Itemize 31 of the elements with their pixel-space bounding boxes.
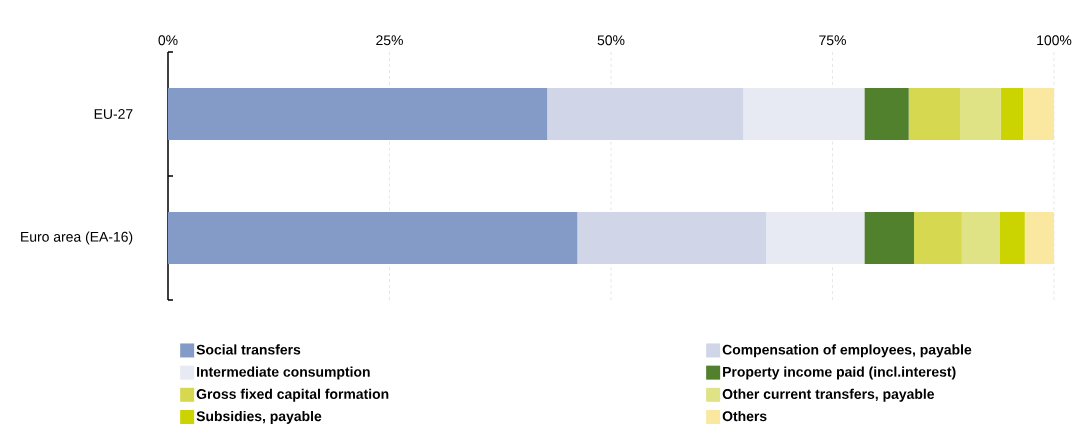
legend-label: Intermediate consumption	[197, 366, 370, 380]
bar	[1023, 87, 1055, 141]
x-tick-label: 50%	[597, 35, 625, 46]
bar	[864, 211, 915, 265]
legend-label: Property income paid (incl.interest)	[723, 366, 956, 380]
bar	[960, 87, 1001, 141]
bar	[1000, 87, 1023, 141]
x-tick-label: 100%	[1037, 35, 1072, 46]
bar	[864, 87, 909, 141]
legend-label: Other current transfers, payable	[722, 388, 935, 402]
bar	[577, 211, 767, 265]
bar	[766, 211, 865, 265]
x-tick-label: 75%	[819, 35, 846, 46]
bar	[999, 211, 1025, 265]
bar	[908, 87, 961, 141]
legend-label: Subsidies, payable	[196, 410, 322, 424]
bar	[743, 87, 865, 141]
bar	[168, 87, 548, 141]
y-tick-label: EU-27	[94, 109, 133, 119]
legend-label: Gross fixed capital formation	[196, 388, 389, 402]
bar	[914, 211, 962, 265]
legend-label: Compensation of employees, payable	[722, 344, 972, 358]
bar	[1024, 211, 1055, 265]
x-tick-label: 25%	[376, 35, 403, 46]
bar	[961, 211, 1000, 265]
bar	[547, 87, 744, 141]
y-tick-label: Euro area (EA-16)	[21, 231, 133, 245]
bar	[168, 211, 578, 265]
x-tick-label: 0%	[158, 35, 178, 46]
legend-label: Social transfers	[196, 344, 301, 355]
legend-label: Others	[722, 410, 767, 422]
